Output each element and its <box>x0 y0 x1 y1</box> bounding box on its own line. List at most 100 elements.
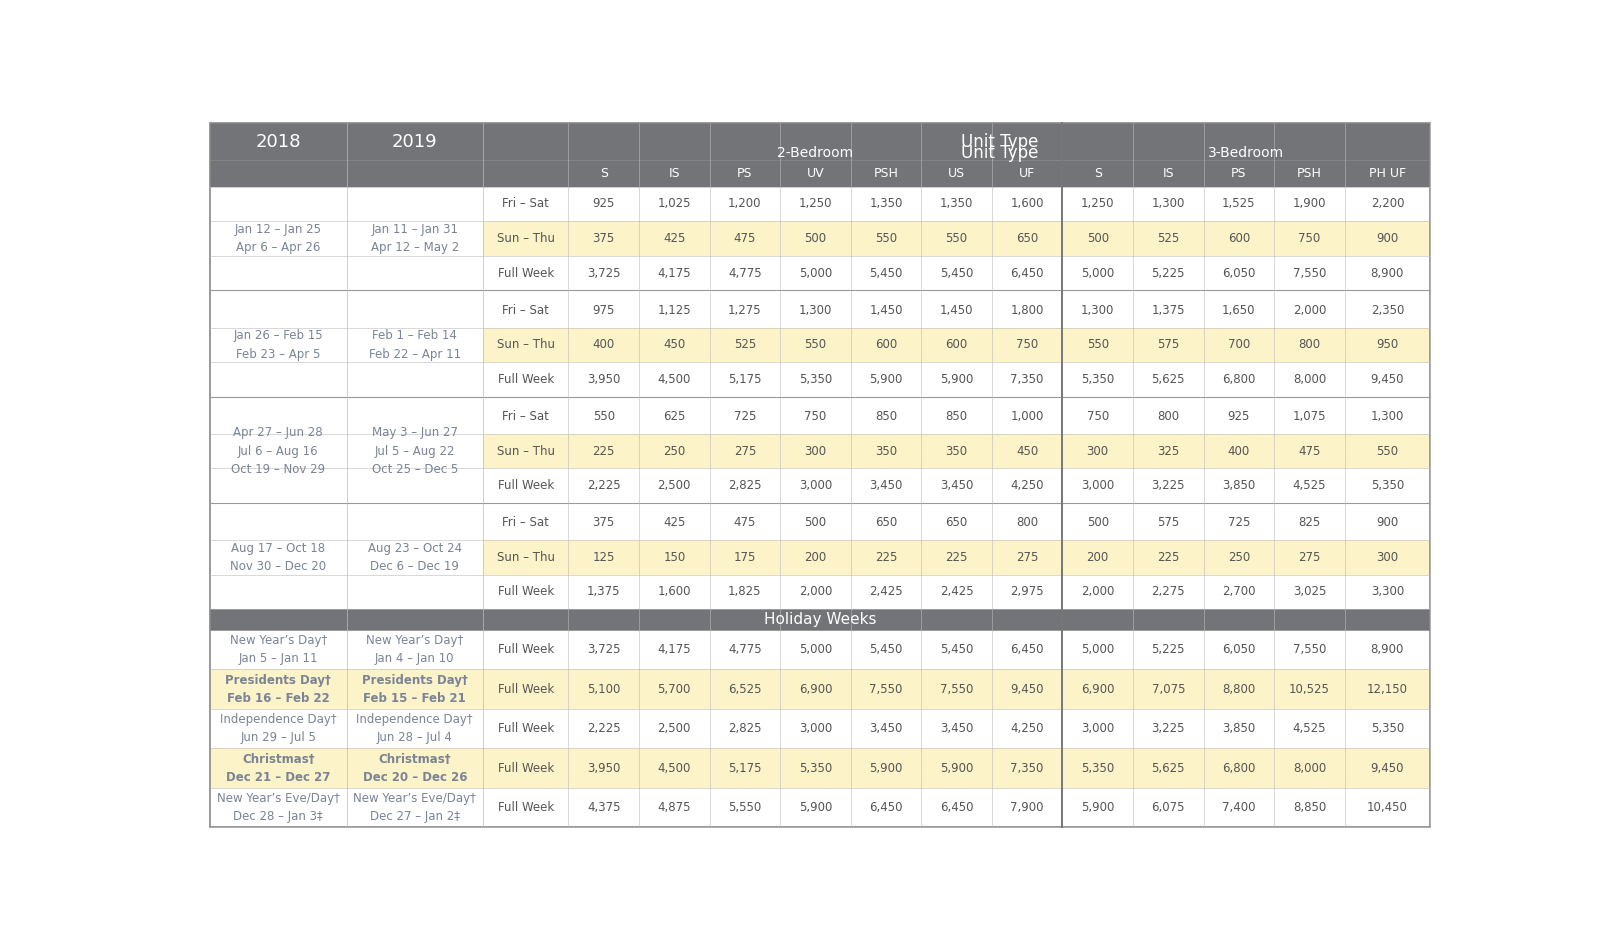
Bar <box>922 433 992 468</box>
Text: 5,625: 5,625 <box>1152 762 1186 775</box>
Text: 275: 275 <box>1016 551 1038 563</box>
Bar <box>210 749 347 788</box>
Text: 525: 525 <box>734 338 757 351</box>
Text: US: US <box>949 167 965 180</box>
Bar <box>1133 433 1203 468</box>
Bar <box>568 221 638 256</box>
Bar <box>568 134 1430 171</box>
Bar <box>781 221 851 256</box>
Text: 300: 300 <box>1376 551 1398 563</box>
Bar <box>1133 293 1203 328</box>
Text: 400: 400 <box>592 338 614 351</box>
Bar <box>638 221 709 256</box>
Bar <box>709 293 781 328</box>
Text: IS: IS <box>669 167 680 180</box>
Bar <box>568 160 638 186</box>
Bar <box>1344 256 1430 290</box>
Text: 3,725: 3,725 <box>587 643 621 656</box>
Text: S: S <box>600 167 608 180</box>
Bar <box>483 433 568 468</box>
Text: 5,450: 5,450 <box>939 267 973 280</box>
Text: 650: 650 <box>1016 232 1038 245</box>
Text: 1,300: 1,300 <box>1082 304 1115 316</box>
Text: 1,800: 1,800 <box>1011 304 1043 316</box>
Text: 850: 850 <box>946 410 968 423</box>
Text: 3,450: 3,450 <box>939 479 973 492</box>
Text: 5,900: 5,900 <box>869 373 902 386</box>
Text: 825: 825 <box>1298 517 1320 530</box>
Text: 1,650: 1,650 <box>1222 304 1256 316</box>
Bar <box>1133 788 1203 827</box>
Text: 2,825: 2,825 <box>728 479 762 492</box>
Text: 6,450: 6,450 <box>1011 267 1043 280</box>
Bar <box>638 256 709 290</box>
Text: 8,900: 8,900 <box>1371 267 1405 280</box>
Bar <box>709 709 781 749</box>
Text: Full Week: Full Week <box>498 585 554 598</box>
Bar <box>1062 362 1133 397</box>
Text: Christmas†
Dec 21 – Dec 27: Christmas† Dec 21 – Dec 27 <box>226 753 331 783</box>
Bar <box>568 124 1430 160</box>
Text: 425: 425 <box>662 232 685 245</box>
Bar <box>1133 468 1203 503</box>
Text: Unit Type: Unit Type <box>960 133 1038 151</box>
Text: Presidents Day†
Feb 16 – Feb 22: Presidents Day† Feb 16 – Feb 22 <box>226 674 331 705</box>
Bar <box>922 400 992 433</box>
Text: New Year’s Day†
Jan 4 – Jan 10: New Year’s Day† Jan 4 – Jan 10 <box>366 635 464 665</box>
Text: 550: 550 <box>805 338 827 351</box>
Text: 4,875: 4,875 <box>658 801 691 814</box>
Text: 950: 950 <box>1376 338 1398 351</box>
Text: 10,525: 10,525 <box>1290 682 1330 695</box>
Bar <box>1344 630 1430 669</box>
Text: 7,350: 7,350 <box>1011 373 1043 386</box>
Text: 2,500: 2,500 <box>658 479 691 492</box>
Text: 1,600: 1,600 <box>1011 197 1043 211</box>
Text: 750: 750 <box>1016 338 1038 351</box>
Bar <box>851 540 922 575</box>
Text: 1,125: 1,125 <box>658 304 691 316</box>
Text: 5,175: 5,175 <box>728 373 762 386</box>
Text: 600: 600 <box>946 338 968 351</box>
Bar <box>851 749 922 788</box>
Bar <box>568 362 638 397</box>
Text: Full Week: Full Week <box>498 762 554 775</box>
Text: May 3 – Jun 27
Jul 5 – Aug 22
Oct 25 – Dec 5: May 3 – Jun 27 Jul 5 – Aug 22 Oct 25 – D… <box>371 426 458 476</box>
Text: 5,700: 5,700 <box>658 682 691 695</box>
Bar <box>568 749 638 788</box>
Bar <box>568 788 638 827</box>
Text: PSH: PSH <box>874 167 899 180</box>
Bar <box>1274 468 1344 503</box>
Bar <box>922 749 992 788</box>
Bar <box>1062 186 1133 221</box>
Bar <box>1133 505 1203 540</box>
Text: 6,050: 6,050 <box>1222 267 1256 280</box>
Bar <box>992 186 1062 221</box>
Text: 1,825: 1,825 <box>728 585 762 598</box>
Text: 3,850: 3,850 <box>1222 723 1256 735</box>
Bar <box>709 221 781 256</box>
Bar <box>483 709 568 749</box>
Text: 625: 625 <box>662 410 685 423</box>
Text: 3,725: 3,725 <box>587 267 621 280</box>
Text: 2,000: 2,000 <box>1293 304 1326 316</box>
Text: 6,075: 6,075 <box>1152 801 1186 814</box>
Bar <box>638 328 709 362</box>
Text: 5,000: 5,000 <box>798 267 832 280</box>
Bar <box>922 630 992 669</box>
Bar <box>851 400 922 433</box>
Text: PH UF: PH UF <box>1370 167 1406 180</box>
Bar <box>1344 505 1430 540</box>
Text: 2,425: 2,425 <box>939 585 973 598</box>
Bar <box>1062 749 1133 788</box>
Text: 250: 250 <box>1227 551 1250 563</box>
Bar <box>992 575 1062 609</box>
Text: 350: 350 <box>946 445 968 458</box>
Bar <box>992 468 1062 503</box>
Bar <box>709 630 781 669</box>
Bar <box>210 293 347 397</box>
Bar <box>709 788 781 827</box>
Bar <box>638 709 709 749</box>
Bar <box>347 630 483 669</box>
Bar <box>1133 186 1203 221</box>
Text: 1,025: 1,025 <box>658 197 691 211</box>
